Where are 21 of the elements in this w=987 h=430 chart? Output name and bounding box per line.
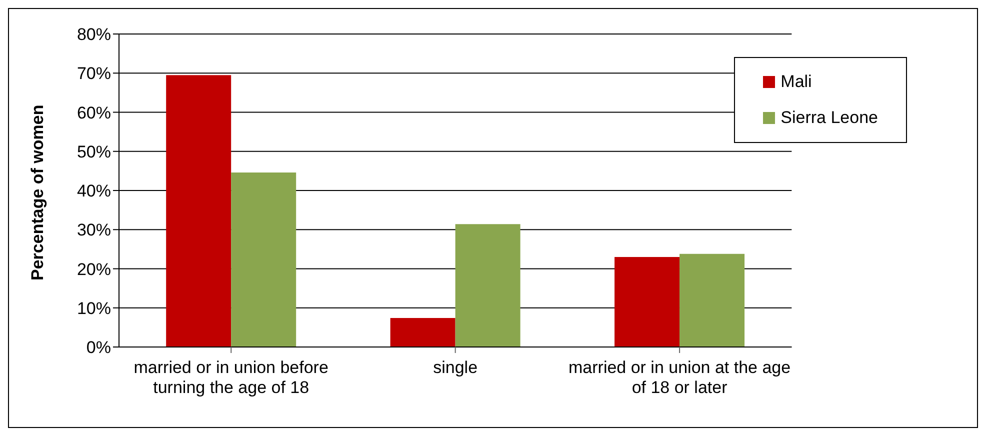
legend-label: Sierra Leone	[780, 108, 878, 128]
y-tick-label: 60%	[76, 103, 111, 122]
y-tick-label: 40%	[76, 182, 111, 201]
x-tick-label: married or in union before turning the age of 18	[134, 358, 328, 397]
y-axis-title: Percentage of women	[28, 104, 48, 280]
y-tick-label: 70%	[76, 64, 111, 84]
x-tick-label: single	[433, 358, 478, 377]
bar	[390, 318, 456, 347]
bar	[614, 257, 680, 347]
y-tick-label: 50%	[76, 142, 111, 162]
y-tick-label: 0%	[86, 338, 111, 358]
bar	[455, 224, 520, 347]
y-tick-label: 80%	[76, 25, 111, 44]
x-tick-label: married or in union at the age of 18 or later	[568, 358, 791, 397]
bar	[231, 172, 296, 347]
bar	[166, 75, 232, 347]
y-tick-label: 30%	[76, 220, 111, 240]
legend-label: Mali	[780, 72, 812, 92]
bar	[680, 254, 745, 347]
y-tick-label: 20%	[76, 260, 111, 279]
y-tick-label: 10%	[76, 298, 111, 318]
